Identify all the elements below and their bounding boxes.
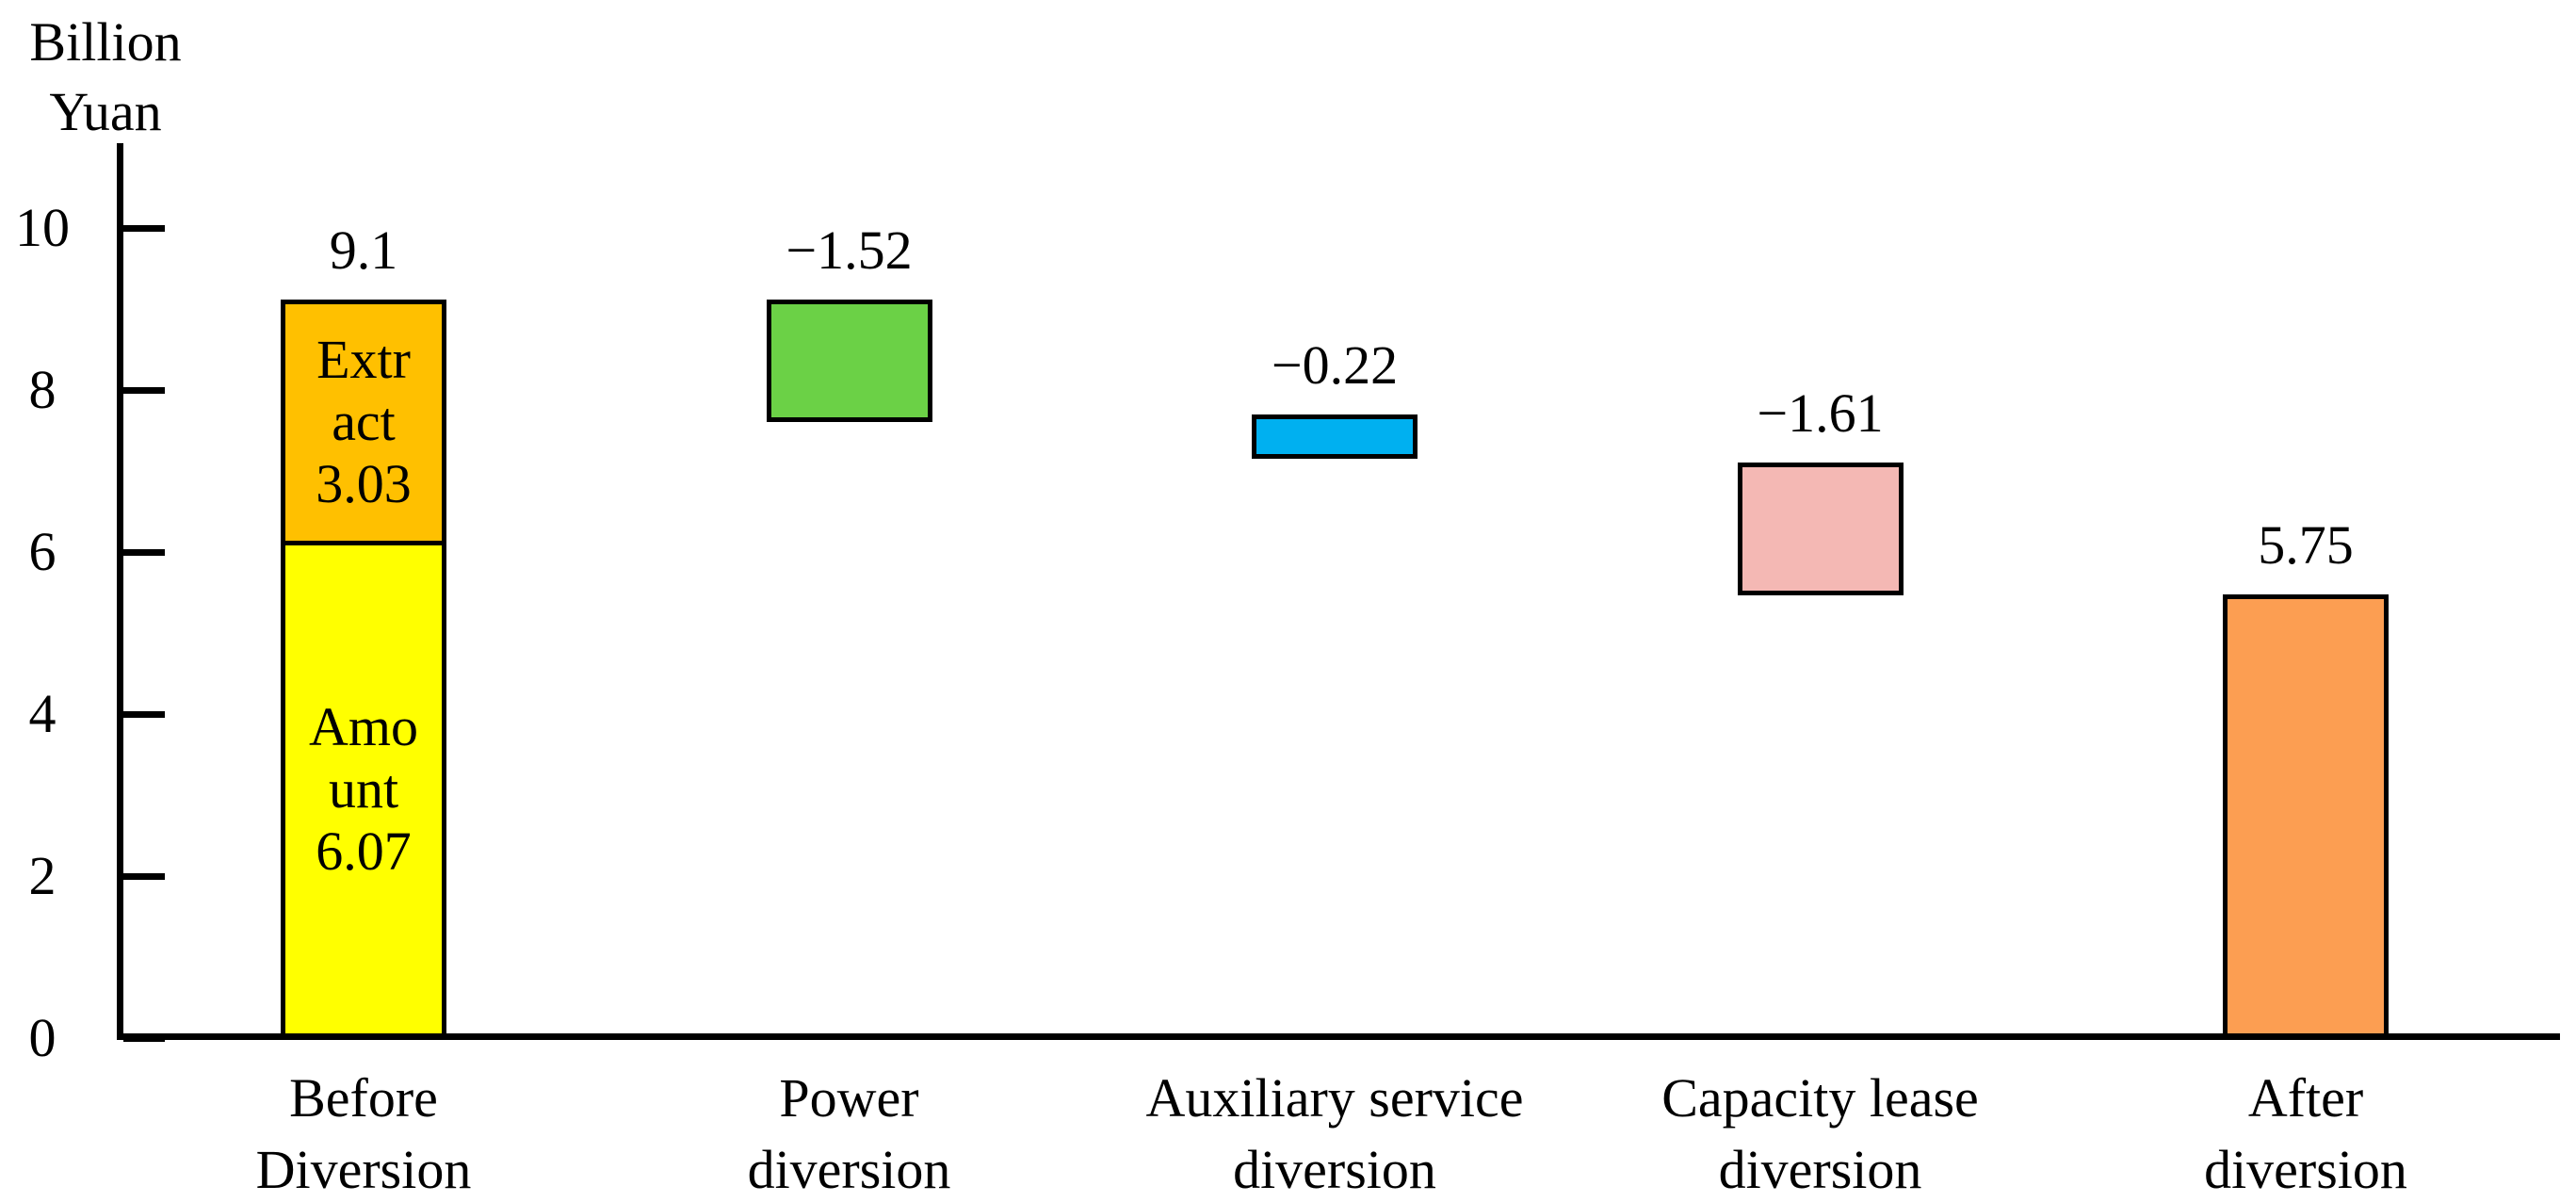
x-axis-category-label: Before Diversion bbox=[255, 1067, 472, 1200]
bar-segment: Extr act 3.03 bbox=[281, 299, 446, 546]
y-axis-tick-label: 2 bbox=[28, 845, 57, 906]
bar-segment-label: Amo unt 6.07 bbox=[309, 696, 418, 883]
y-axis-tick-label: 6 bbox=[28, 521, 57, 582]
y-axis-tick bbox=[123, 387, 165, 394]
y-axis-tick-label: 10 bbox=[15, 197, 70, 258]
y-axis-tick bbox=[123, 549, 165, 556]
bar-segment bbox=[2223, 593, 2389, 1038]
y-axis-tick-label: 0 bbox=[28, 1007, 57, 1068]
y-axis-tick-label: 8 bbox=[28, 359, 57, 420]
y-axis-tick bbox=[123, 711, 165, 718]
bar-value-label: 9.1 bbox=[329, 219, 398, 281]
x-axis-category-label: Power diversion bbox=[747, 1067, 951, 1200]
y-axis-tick bbox=[123, 1035, 165, 1042]
bar-value-label: 5.75 bbox=[2258, 513, 2354, 576]
x-axis-category-label: Capacity lease diversion bbox=[1661, 1067, 1979, 1200]
bar-segment: Amo unt 6.07 bbox=[281, 541, 446, 1038]
y-axis-tick bbox=[123, 225, 165, 232]
y-axis-tick bbox=[123, 873, 165, 880]
y-axis-tick-label: 4 bbox=[28, 683, 57, 744]
bar-value-label: −0.22 bbox=[1271, 333, 1399, 396]
x-axis-category-label: After diversion bbox=[2204, 1067, 2407, 1200]
bar-value-label: −1.52 bbox=[786, 219, 913, 281]
bar-segment bbox=[1737, 463, 1904, 596]
y-axis-title: Billion Yuan bbox=[29, 11, 182, 142]
x-axis-line bbox=[117, 1033, 2560, 1040]
x-axis-category-label: Auxiliary service diversion bbox=[1145, 1067, 1524, 1200]
bar-segment bbox=[766, 299, 932, 423]
bar-segment-label: Extr act 3.03 bbox=[316, 329, 412, 515]
bar-segment bbox=[1252, 414, 1418, 460]
y-axis-line bbox=[117, 143, 123, 1040]
bar-value-label: −1.61 bbox=[1757, 382, 1884, 445]
